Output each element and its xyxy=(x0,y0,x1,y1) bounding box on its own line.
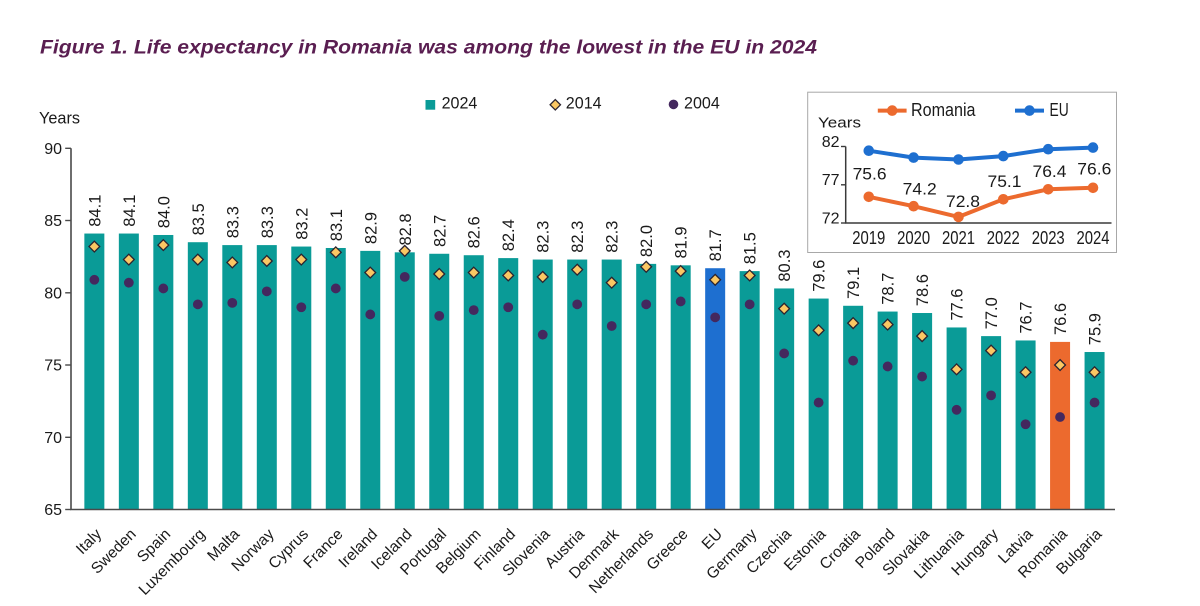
svg-text:82.6: 82.6 xyxy=(466,216,484,248)
svg-text:82.4: 82.4 xyxy=(500,219,518,251)
svg-text:84.1: 84.1 xyxy=(86,195,104,227)
svg-text:75.9: 75.9 xyxy=(1087,313,1105,345)
svg-text:75.6: 75.6 xyxy=(853,165,887,184)
svg-text:76.6: 76.6 xyxy=(1077,159,1111,178)
svg-text:81.9: 81.9 xyxy=(673,226,691,258)
svg-text:80.3: 80.3 xyxy=(776,250,794,282)
svg-text:81.7: 81.7 xyxy=(707,229,725,261)
svg-text:2024: 2024 xyxy=(1077,228,1110,248)
svg-text:75: 75 xyxy=(44,358,62,375)
svg-text:82.3: 82.3 xyxy=(604,221,622,253)
svg-text:77: 77 xyxy=(822,172,840,189)
svg-text:82.8: 82.8 xyxy=(397,213,415,245)
svg-text:83.3: 83.3 xyxy=(259,206,277,238)
svg-text:81.5: 81.5 xyxy=(742,232,760,264)
svg-text:80: 80 xyxy=(44,285,62,302)
svg-text:82.3: 82.3 xyxy=(569,221,587,253)
svg-text:82.3: 82.3 xyxy=(535,221,553,253)
svg-text:Figure 1. Life expectancy in R: Figure 1. Life expectancy in Romania was… xyxy=(40,38,817,59)
svg-text:84.1: 84.1 xyxy=(121,195,139,227)
svg-text:2014: 2014 xyxy=(566,93,602,112)
svg-text:77.6: 77.6 xyxy=(949,289,967,321)
svg-text:75.1: 75.1 xyxy=(988,172,1022,191)
svg-text:Years: Years xyxy=(818,115,861,132)
svg-text:Years: Years xyxy=(39,110,80,128)
svg-text:74.2: 74.2 xyxy=(903,180,937,199)
svg-text:78.7: 78.7 xyxy=(880,273,898,305)
svg-text:83.2: 83.2 xyxy=(293,208,311,240)
svg-text:2019: 2019 xyxy=(852,228,885,248)
svg-text:76.7: 76.7 xyxy=(1018,302,1036,334)
svg-text:76.4: 76.4 xyxy=(1033,162,1067,181)
svg-text:72.8: 72.8 xyxy=(946,192,980,211)
svg-text:72: 72 xyxy=(822,210,840,227)
svg-text:EU: EU xyxy=(1050,100,1069,120)
svg-text:2004: 2004 xyxy=(684,93,720,112)
svg-text:79.6: 79.6 xyxy=(811,260,829,292)
svg-text:90: 90 xyxy=(44,141,62,158)
svg-text:70: 70 xyxy=(44,430,62,447)
svg-text:2024: 2024 xyxy=(442,93,478,112)
svg-text:Romania: Romania xyxy=(911,100,976,120)
svg-text:82: 82 xyxy=(822,134,840,151)
svg-text:65: 65 xyxy=(44,502,62,519)
svg-text:2022: 2022 xyxy=(987,228,1020,248)
svg-text:2020: 2020 xyxy=(897,228,930,248)
svg-text:84.0: 84.0 xyxy=(155,196,173,228)
svg-text:82.7: 82.7 xyxy=(431,215,449,247)
svg-text:83.1: 83.1 xyxy=(328,209,346,241)
svg-text:83.5: 83.5 xyxy=(190,203,208,235)
svg-text:83.3: 83.3 xyxy=(224,206,242,238)
svg-text:2021: 2021 xyxy=(942,228,975,248)
svg-text:82.9: 82.9 xyxy=(362,212,380,244)
svg-text:82.0: 82.0 xyxy=(638,225,656,257)
svg-text:78.6: 78.6 xyxy=(914,274,932,306)
svg-text:77.0: 77.0 xyxy=(983,297,1001,329)
svg-text:76.6: 76.6 xyxy=(1052,303,1070,335)
svg-text:85: 85 xyxy=(44,213,62,230)
svg-text:2023: 2023 xyxy=(1032,228,1065,248)
svg-text:79.1: 79.1 xyxy=(845,267,863,299)
